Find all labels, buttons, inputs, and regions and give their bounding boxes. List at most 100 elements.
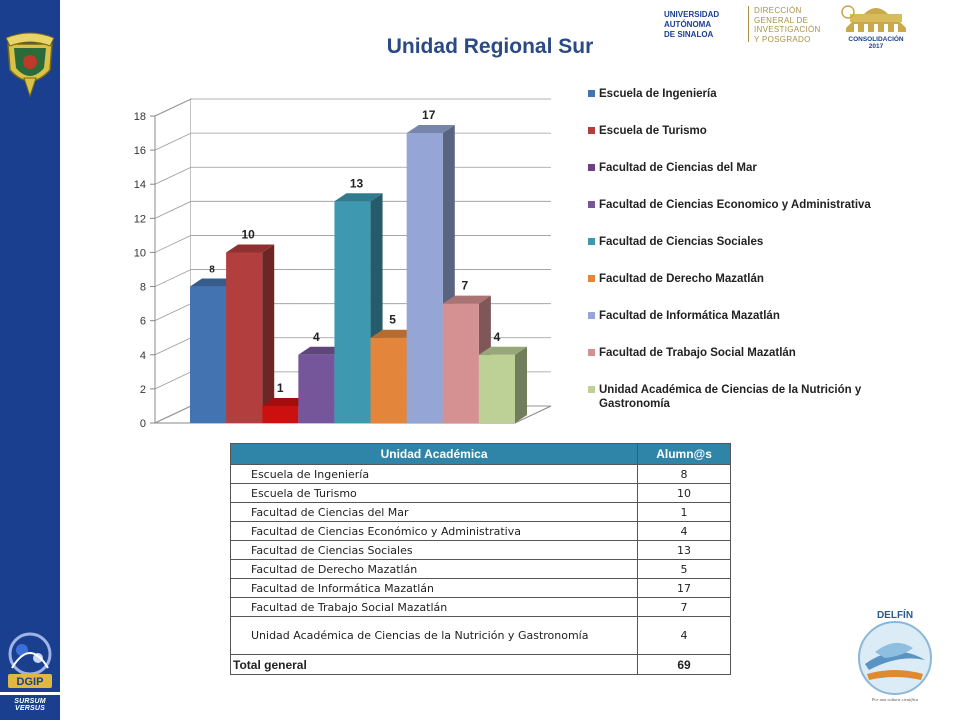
table-cell-value: 10 [637, 483, 731, 503]
table-cell-value: 7 [637, 597, 731, 617]
table-cell-value: 17 [637, 578, 731, 598]
legend-label: Facultad de Derecho Mazatlán [599, 273, 764, 285]
table-total-label: Total general [229, 654, 639, 675]
legend-label: Facultad de Ciencias Sociales [599, 236, 763, 248]
table-cell-value: 5 [637, 559, 731, 579]
delfin-logo-icon: DELFÍN Por una cultura científica [858, 608, 932, 702]
chart-bar-top [442, 295, 491, 304]
chart-bar-front [370, 337, 407, 423]
table-cell-name: Facultad de Ciencias del Mar [229, 502, 639, 522]
table-cell-name: Facultad de Ciencias Sociales [229, 540, 639, 560]
chart-bar [442, 295, 491, 423]
y-tick-label: 12 [134, 213, 146, 225]
table-header-count: Alumn@s [637, 443, 731, 465]
table-row: Unidad Académica de Ciencias de la Nutri… [229, 616, 731, 655]
legend-swatch [588, 275, 595, 282]
chart-bars [190, 125, 527, 424]
table-row: Facultad de Ciencias del Mar 1 [229, 502, 731, 522]
chart-bar-front [334, 201, 371, 423]
chart-bar [478, 346, 527, 423]
table-cell-name: Unidad Académica de Ciencias de la Nutri… [229, 616, 639, 655]
department-name-line: INVESTIGACIÓN [754, 25, 821, 34]
table-cell-value: 4 [637, 521, 731, 541]
department-name-line: GENERAL DE [754, 15, 809, 25]
chart-data-label: 4 [494, 330, 501, 344]
y-tick-label: 16 [134, 145, 146, 157]
legend-swatch [588, 127, 595, 134]
chart-data-label: 7 [461, 279, 468, 293]
y-tick-label: 14 [134, 179, 146, 191]
chart-data-label: 5 [389, 313, 396, 327]
consolidation-badge: CONSOLIDACIÓN 2017 [842, 36, 910, 50]
y-tick-label: 18 [134, 111, 146, 123]
y-tick-label: 10 [134, 247, 146, 259]
legend-swatch [588, 90, 595, 97]
table-cell-value: 13 [637, 540, 731, 560]
chart-bar-top [226, 244, 275, 253]
y-tick-label: 0 [140, 418, 146, 430]
sidebar-band: DGIP SURSUM VERSUS [0, 0, 60, 720]
table-row: Facultad de Informática Mazatlán 17 [229, 578, 731, 598]
table-row: Escuela de Ingeniería 8 [229, 464, 731, 484]
band-divider [0, 692, 60, 695]
consolidation-text: CONSOLIDACIÓN [848, 36, 904, 43]
legend-item: Facultad de Trabajo Social Mazatlán [588, 347, 796, 359]
legend-item: Facultad de Ciencias Economico y Adminis… [588, 199, 871, 211]
delfin-logo-tagline: Por una cultura científica [871, 697, 919, 702]
dgip-logo-text: DGIP [17, 676, 44, 688]
chart-bar-front [478, 354, 515, 423]
y-tick-label: 2 [140, 384, 146, 396]
legend-swatch [588, 349, 595, 356]
table-row: Facultad de Ciencias Sociales 13 [229, 540, 731, 560]
legend-label: Facultad de Informática Mazatlán [599, 310, 780, 322]
chart-data-label: 13 [350, 176, 364, 190]
chart-data-label: 10 [241, 227, 255, 241]
table-cell-name: Escuela de Ingeniería [229, 464, 639, 484]
chart-data-label: 4 [313, 330, 320, 344]
legend-swatch [588, 164, 595, 171]
chart-bar-side [515, 346, 527, 423]
chart-data-label: 17 [422, 108, 436, 122]
chart-bar [334, 193, 383, 423]
y-tick-label: 4 [140, 350, 146, 362]
table-row: Escuela de Turismo 10 [229, 483, 731, 503]
table-cell-name: Facultad de Trabajo Social Mazatlán [229, 597, 639, 617]
department-name-line: DIRECCIÓN [754, 6, 802, 15]
table-cell-name: Escuela de Turismo [229, 483, 639, 503]
legend-item: Escuela de Turismo [588, 125, 707, 137]
chart-bar-front [190, 286, 227, 423]
chart-gridline [154, 98, 551, 117]
table-row: Facultad de Derecho Mazatlán 5 [229, 559, 731, 579]
department-name-line: Y POSGRADO [754, 34, 811, 44]
legend-label: Escuela de Ingeniería [599, 88, 717, 100]
legend-swatch [588, 238, 595, 245]
university-name-line: UNIVERSIDAD [664, 10, 720, 19]
legend-label: Unidad Académica de Ciencias de la Nutri… [599, 384, 862, 396]
table-header-unit: Unidad Académica [229, 443, 639, 465]
department-name: DIRECCIÓN GENERAL DE INVESTIGACIÓN Y POS… [754, 6, 844, 44]
data-table: Unidad Académica Alumn@s Escuela de Inge… [229, 443, 731, 675]
legend-item: Facultad de Ciencias del Mar [588, 162, 757, 174]
university-name-line: AUTÓNOMA [664, 20, 712, 29]
chart-bar-top [298, 346, 347, 355]
chart-bar-top [406, 125, 455, 134]
uas-crest-icon [6, 32, 54, 98]
legend-label: Facultad de Ciencias Economico y Adminis… [599, 199, 871, 211]
table-row: Facultad de Ciencias Económico y Adminis… [229, 521, 731, 541]
dgip-logo-icon: DGIP [8, 632, 52, 688]
chart-legend: Escuela de Ingeniería Escuela de Turismo F… [588, 88, 871, 410]
consolidation-year: 2017 [868, 43, 884, 50]
chart-data-label: 1 [277, 381, 284, 395]
motto-text: SURSUM VERSUS [14, 698, 46, 712]
legend-label: Escuela de Turismo [599, 125, 707, 137]
table-cell-name: Facultad de Ciencias Económico y Adminis… [229, 521, 639, 541]
chart-bar-front [298, 354, 335, 423]
legend-swatch [588, 201, 595, 208]
chart-bar-front [406, 133, 443, 424]
table-total-value: 69 [637, 654, 731, 675]
university-name-line: DE SINALOA [664, 30, 714, 39]
chart-bar-top [190, 278, 239, 287]
table-row: Facultad de Trabajo Social Mazatlán 7 [229, 597, 731, 617]
chart-bar-front [442, 303, 479, 423]
